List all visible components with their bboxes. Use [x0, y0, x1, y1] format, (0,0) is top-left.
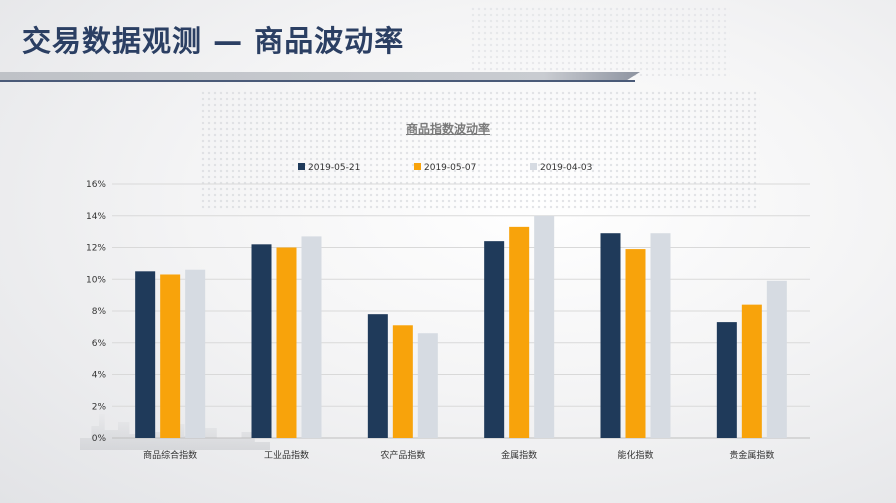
legend-swatch [414, 163, 421, 170]
bar [716, 322, 737, 438]
bar [650, 233, 671, 438]
bar [251, 244, 272, 438]
x-tick-label: 贵金属指数 [729, 449, 774, 461]
slide-title: 交易数据观测 — 商品波动率 [22, 24, 405, 58]
bar [160, 274, 181, 438]
bar [367, 314, 388, 438]
bar [417, 333, 438, 438]
decorative-dot-map-top [470, 6, 730, 76]
bar [484, 241, 505, 438]
bar [392, 325, 413, 438]
decorative-dot-map [200, 90, 760, 210]
bar [135, 271, 156, 438]
x-tick-label: 工业品指数 [264, 449, 309, 461]
bar [185, 269, 206, 438]
chart-title: 商品指数波动率 [405, 122, 490, 136]
x-tick-label: 商品综合指数 [143, 449, 197, 461]
x-tick-label: 能化指数 [617, 449, 653, 461]
legend-label: 2019-04-03 [540, 163, 592, 173]
bar [509, 226, 530, 438]
y-tick-label: 0% [92, 434, 107, 444]
y-tick-label: 6% [92, 339, 107, 349]
y-tick-label: 2% [92, 402, 107, 412]
bar [741, 304, 762, 438]
legend-label: 2019-05-21 [308, 163, 360, 173]
y-tick-label: 4% [92, 371, 107, 381]
bar [600, 233, 621, 438]
legend-swatch [530, 163, 537, 170]
legend-label: 2019-05-07 [424, 163, 476, 173]
y-tick-label: 12% [86, 244, 106, 254]
legend-swatch [298, 163, 305, 170]
bar [301, 236, 322, 438]
bar [766, 280, 787, 438]
title-underbar [0, 72, 640, 80]
y-tick-label: 10% [86, 275, 106, 285]
bar [276, 247, 297, 438]
title-underline [0, 80, 635, 82]
bar [625, 249, 646, 438]
x-tick-label: 金属指数 [501, 449, 537, 461]
bar [534, 215, 555, 438]
y-tick-label: 16% [86, 180, 106, 190]
y-tick-label: 8% [92, 307, 107, 317]
y-tick-label: 14% [86, 212, 106, 222]
x-tick-label: 农产品指数 [380, 449, 425, 461]
